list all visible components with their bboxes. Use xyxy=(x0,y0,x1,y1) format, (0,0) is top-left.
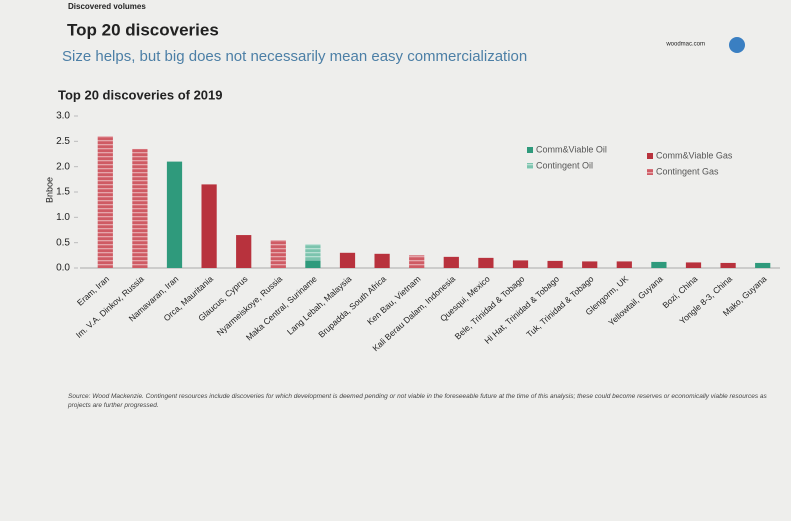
bar-segment xyxy=(339,252,356,268)
bar-segment xyxy=(374,253,390,268)
y-tick-label: 0.5 xyxy=(56,237,70,248)
legend-label: Comm&Viable Oil xyxy=(536,144,607,154)
legend-label: Contingent Gas xyxy=(656,166,719,176)
legend-swatch xyxy=(527,147,533,153)
bar-segment xyxy=(201,184,217,268)
bar-segment xyxy=(582,261,598,268)
legend-label: Contingent Oil xyxy=(536,160,593,170)
y-tick-label: 1.5 xyxy=(56,187,70,198)
x-tick-label: Im. V.A. Dinkov, Russia xyxy=(74,274,146,340)
bar-segment xyxy=(236,235,252,268)
bar-segment xyxy=(166,161,183,268)
legend-swatch xyxy=(647,153,653,159)
bar-segment xyxy=(478,257,494,268)
bar-segment xyxy=(409,255,425,268)
y-tick-label: 3.0 xyxy=(56,111,70,122)
site: woodmac.com xyxy=(665,42,705,48)
x-tick-label: Lang Lebah, Malaysia xyxy=(285,274,354,337)
bar-segment xyxy=(97,136,113,268)
chart-title: Top 20 discoveries of 2019 xyxy=(58,87,223,102)
logo xyxy=(729,37,745,53)
bar-segment xyxy=(270,240,286,268)
x-tick-label: Nyarmeiskoye, Russia xyxy=(215,274,285,338)
bar-segment xyxy=(547,260,563,268)
slide-title: Top 20 discoveries xyxy=(67,20,219,39)
subtitle: Size helps, but big does not necessarily… xyxy=(62,48,527,65)
y-tick-label: 0.0 xyxy=(56,263,70,274)
bar-segment xyxy=(616,261,632,268)
y-tick-label: 2.0 xyxy=(56,161,70,172)
x-tick-label: Tuk, Trinidad & Tobago xyxy=(524,274,596,340)
section-label: Discovered volumes xyxy=(68,2,146,11)
bar-segment xyxy=(720,262,736,268)
bar-segment xyxy=(685,262,702,268)
x-tick-label: Brupadda, South Africa xyxy=(316,274,388,340)
y-axis-label: Bnboe xyxy=(44,177,54,203)
bar-segment xyxy=(651,261,667,268)
source-note: Source: Wood Mackenzie. Contingent resou… xyxy=(68,393,767,409)
legend-label: Comm&Viable Gas xyxy=(656,150,733,160)
bar-segment xyxy=(443,256,459,268)
legend-swatch xyxy=(527,163,533,169)
bar-segment xyxy=(305,244,321,261)
bar-segment xyxy=(755,262,771,268)
bar-segment xyxy=(132,148,148,268)
legend-swatch xyxy=(647,169,653,175)
bar-segment xyxy=(512,260,529,268)
bar-segment xyxy=(305,260,321,268)
y-tick-label: 1.0 xyxy=(56,212,70,223)
y-tick-label: 2.5 xyxy=(56,136,70,147)
